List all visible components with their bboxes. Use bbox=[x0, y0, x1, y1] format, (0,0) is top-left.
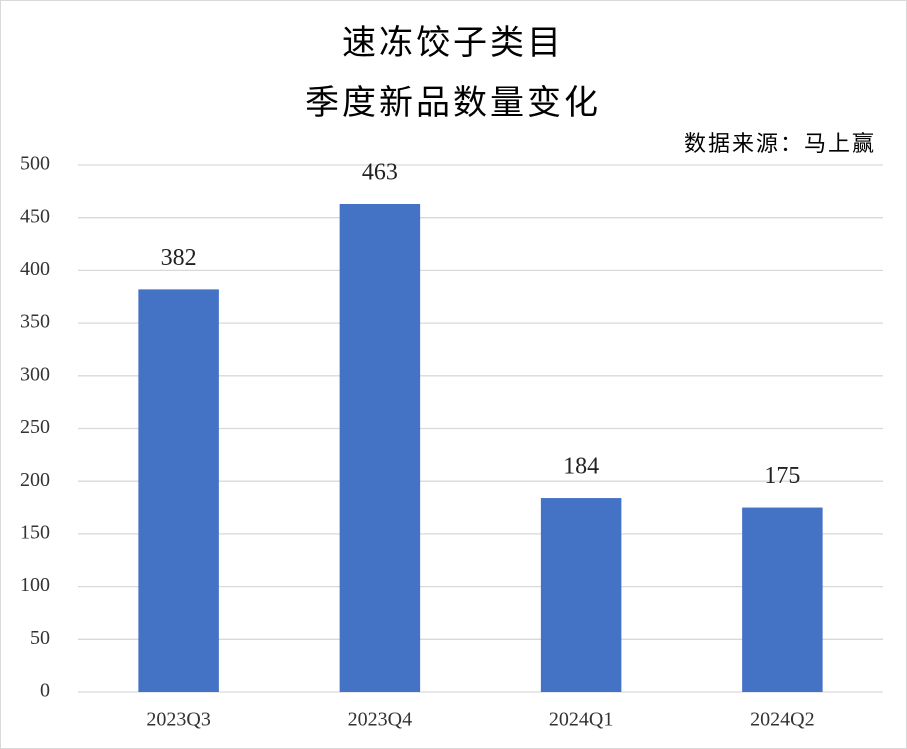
chart-title: 季度新品数量变化 bbox=[305, 84, 601, 122]
value-label: 184 bbox=[563, 454, 599, 480]
value-label: 463 bbox=[362, 159, 398, 185]
y-tick-label: 500 bbox=[20, 153, 50, 175]
x-tick-label: 2023Q3 bbox=[146, 709, 210, 731]
bar bbox=[540, 498, 622, 692]
y-tick-label: 200 bbox=[20, 469, 50, 491]
bar bbox=[742, 507, 823, 692]
y-tick-label: 50 bbox=[30, 627, 50, 649]
bar bbox=[138, 289, 219, 692]
y-tick-label: 350 bbox=[20, 311, 50, 333]
x-tick-label: 2024Q2 bbox=[750, 709, 814, 731]
y-tick-label: 250 bbox=[20, 416, 50, 438]
x-tick-label: 2023Q4 bbox=[348, 709, 412, 731]
bar bbox=[339, 203, 421, 693]
source-note: 数据来源：马上赢 bbox=[684, 131, 876, 156]
y-tick-label: 450 bbox=[20, 205, 50, 227]
y-tick-label: 0 bbox=[40, 680, 50, 702]
x-tick-label: 2024Q1 bbox=[549, 709, 613, 731]
y-tick-label: 400 bbox=[20, 258, 50, 280]
y-tick-label: 150 bbox=[20, 521, 50, 543]
y-tick-label: 100 bbox=[20, 574, 50, 596]
value-label: 175 bbox=[764, 463, 800, 489]
chart-title: 速冻饺子类目 bbox=[342, 24, 564, 62]
y-tick-label: 300 bbox=[20, 363, 50, 385]
value-label: 382 bbox=[161, 245, 197, 271]
